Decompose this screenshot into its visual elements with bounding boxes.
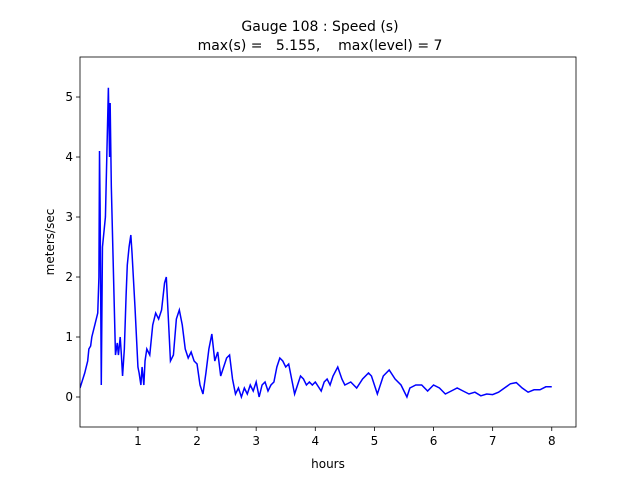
- x-tick-label: 8: [548, 434, 556, 448]
- y-tick-label: 5: [65, 90, 73, 104]
- x-tick-label: 7: [489, 434, 497, 448]
- y-axis-label: meters/sec: [43, 209, 57, 276]
- y-tick-label: 0: [65, 390, 73, 404]
- data-line: [80, 87, 552, 400]
- y-tick-label: 4: [65, 150, 73, 164]
- x-tick-label: 4: [311, 434, 319, 448]
- x-tick-label: 5: [371, 434, 379, 448]
- chart-title: Gauge 108 : Speed (s): [241, 19, 398, 35]
- y-tick-label: 2: [65, 270, 73, 284]
- x-tick-label: 1: [134, 434, 142, 448]
- plot-frame: [79, 56, 577, 428]
- x-tick-label: 6: [430, 434, 438, 448]
- x-axis-label: hours: [311, 457, 345, 471]
- y-tick-label: 1: [65, 330, 73, 344]
- y-tick-label: 3: [65, 210, 73, 224]
- x-tick-label: 3: [252, 434, 260, 448]
- x-tick-label: 2: [193, 434, 201, 448]
- chart-subtitle: max(s) = 5.155, max(level) = 7: [198, 38, 443, 54]
